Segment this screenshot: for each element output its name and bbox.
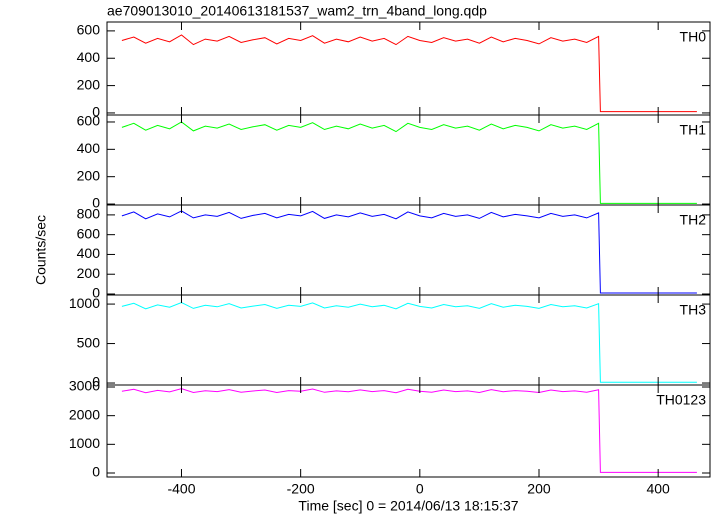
y-tick-label: 200 <box>77 265 101 281</box>
light-curve <box>121 301 697 383</box>
panel-frame <box>106 384 711 478</box>
panel-label: TH2 <box>680 212 707 228</box>
panel-label: TH3 <box>680 302 707 318</box>
panel-label: TH0 <box>680 29 707 45</box>
y-tick-label: 1000 <box>69 295 100 311</box>
y-tick-label: 200 <box>77 76 101 92</box>
y-tick-label: 0 <box>92 195 100 211</box>
y-tick-label: 400 <box>77 49 101 65</box>
panel-frame <box>106 114 711 206</box>
light-curve <box>121 210 697 294</box>
y-tick-label: 400 <box>77 245 101 261</box>
y-tick-label: 1000 <box>69 435 100 451</box>
panel-label: TH1 <box>680 122 707 138</box>
panel-frame <box>106 21 711 116</box>
light-curve <box>121 34 697 113</box>
light-curve <box>121 388 697 473</box>
x-tick-label: 0 <box>416 481 424 497</box>
y-tick-label: 800 <box>77 206 101 222</box>
panel-frame <box>106 204 711 296</box>
x-tick-label: -200 <box>287 481 315 497</box>
y-tick-label: 600 <box>77 225 101 241</box>
x-tick-label: 200 <box>527 481 551 497</box>
panel-frame <box>106 294 711 386</box>
y-tick-label: 600 <box>77 113 101 129</box>
y-tick-label: 0 <box>92 374 100 390</box>
x-axis-label: Time [sec] 0 = 2014/06/13 18:15:37 <box>298 498 518 514</box>
y-tick-label: 400 <box>77 140 101 156</box>
y-tick-label: 0 <box>92 285 100 301</box>
x-tick-label: 400 <box>646 481 670 497</box>
light-curve <box>121 121 697 204</box>
y-tick-label: 200 <box>77 167 101 183</box>
y-tick-label: 0 <box>92 464 100 480</box>
y-tick-label: 0 <box>92 104 100 120</box>
y-axis-label: Counts/sec <box>33 215 49 285</box>
x-tick-label: -400 <box>167 481 195 497</box>
y-tick-label: 600 <box>77 22 101 38</box>
y-tick-label: 2000 <box>69 406 100 422</box>
y-tick-label: 500 <box>77 334 101 350</box>
chart-title: ae709013010_20140613181537_wam2_trn_4ban… <box>107 3 487 19</box>
panel-label: TH0123 <box>656 392 706 408</box>
y-tick-label: 3000 <box>69 378 100 394</box>
